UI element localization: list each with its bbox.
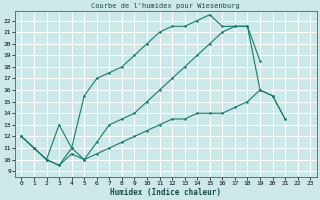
X-axis label: Humidex (Indice chaleur): Humidex (Indice chaleur)	[110, 188, 221, 197]
Title: Courbe de l'humidex pour Wiesenburg: Courbe de l'humidex pour Wiesenburg	[92, 3, 240, 9]
